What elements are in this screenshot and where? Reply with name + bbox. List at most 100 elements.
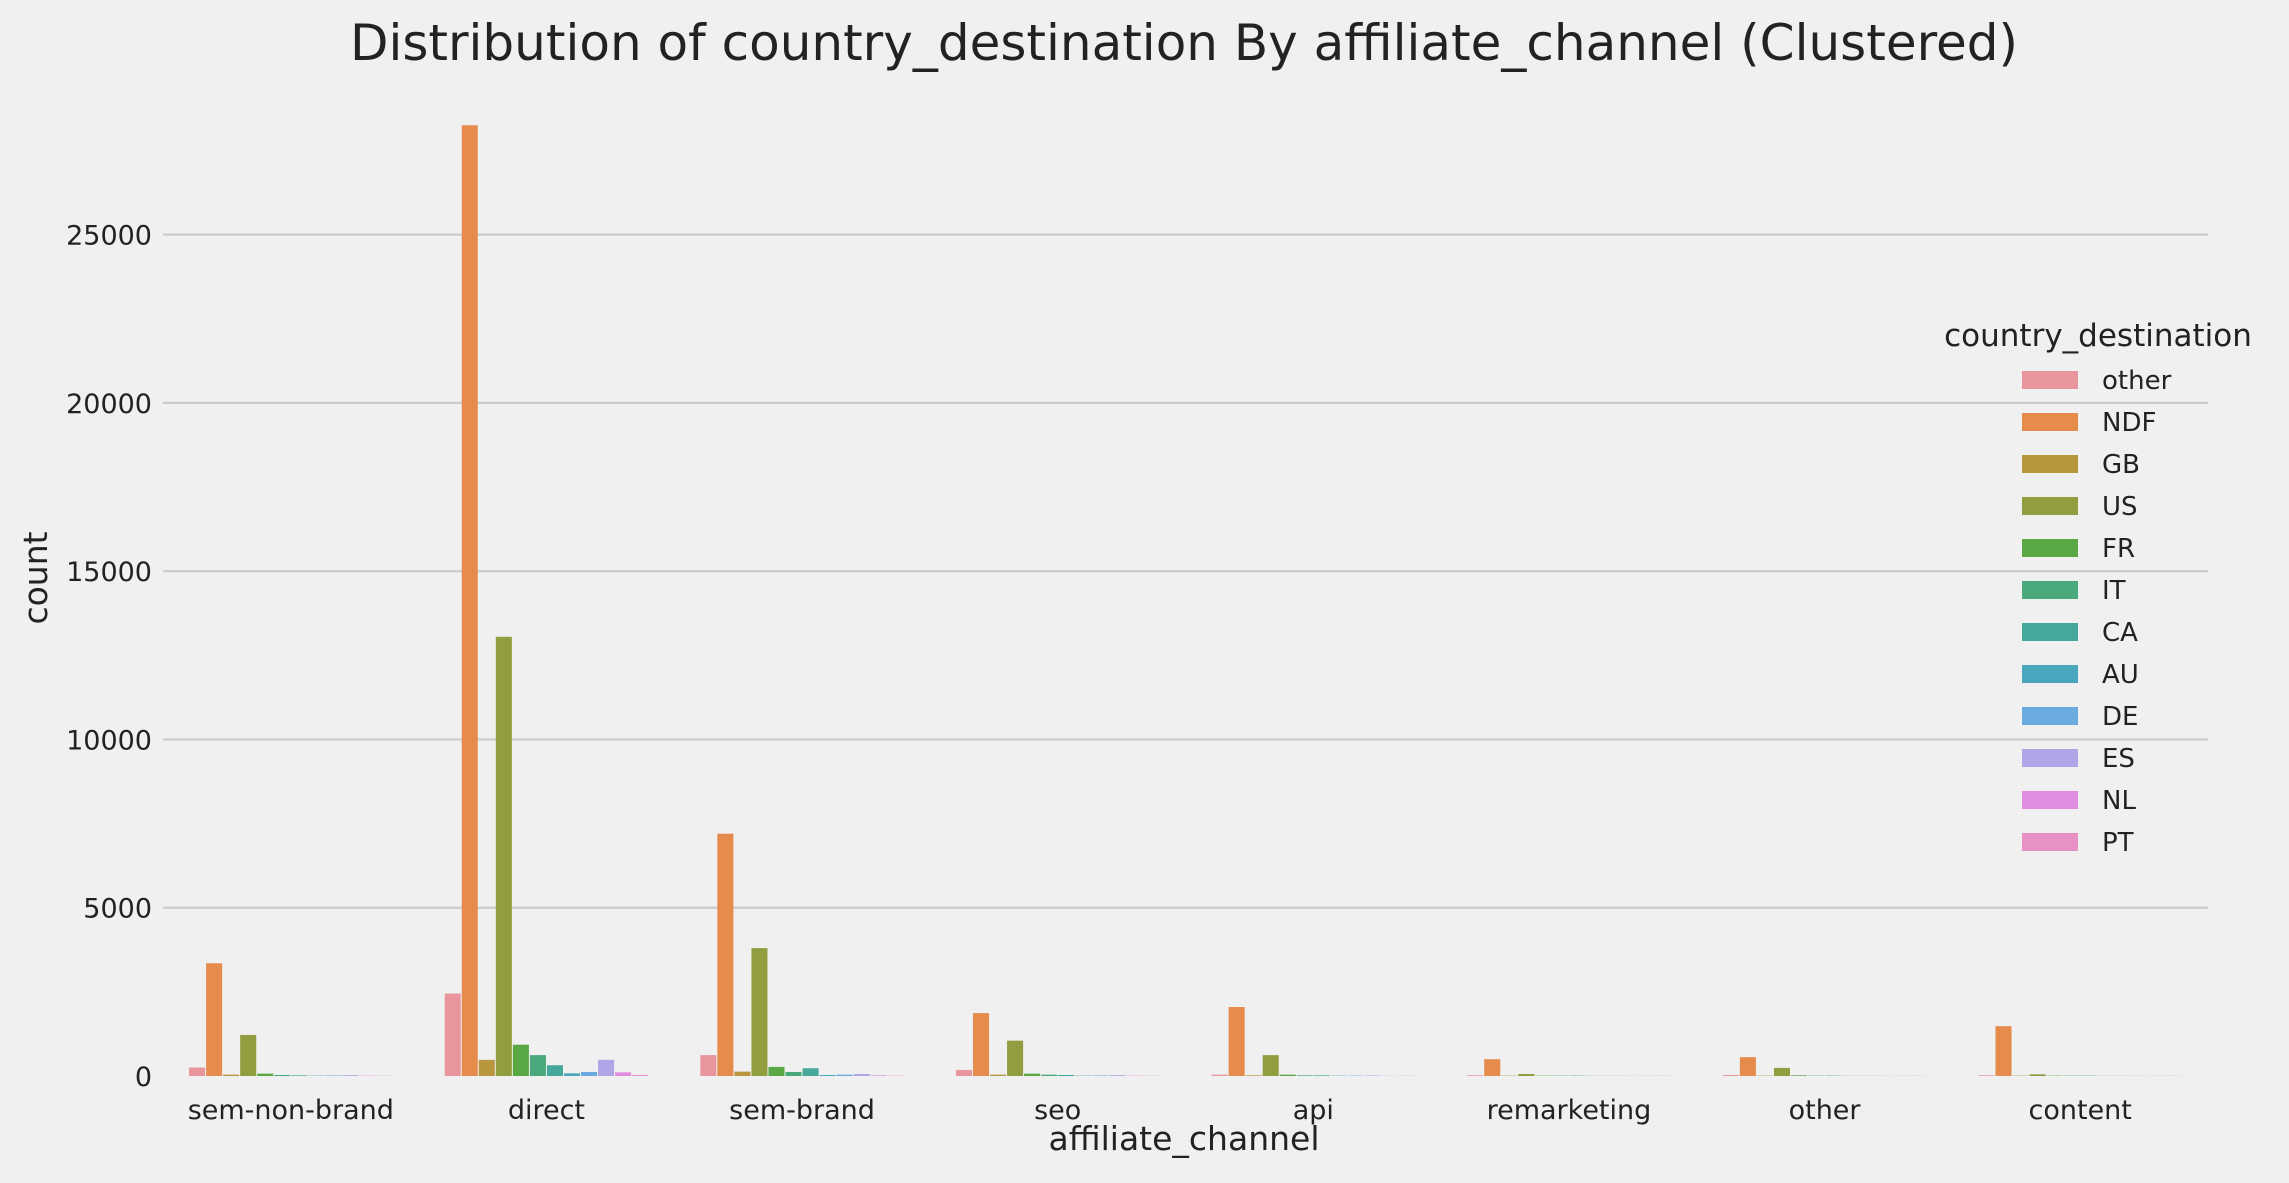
- bar-NDF-seo: [973, 1013, 989, 1076]
- bar-US-seo: [1007, 1041, 1023, 1076]
- legend-item: GB: [2022, 450, 2140, 480]
- legend-swatch: [2022, 707, 2078, 725]
- bar-AU-sem-brand: [820, 1075, 836, 1076]
- bar-ES-api: [1365, 1075, 1381, 1076]
- legend-swatch: [2022, 623, 2078, 641]
- legend-item: CA: [2022, 618, 2138, 648]
- bar-FR-seo: [1024, 1074, 1040, 1076]
- legend-item: US: [2022, 492, 2138, 522]
- bar-ES-seo: [1109, 1075, 1125, 1076]
- legend-swatch: [2022, 581, 2078, 599]
- bar-GB-seo: [990, 1075, 1006, 1076]
- bar-other-api: [1212, 1075, 1228, 1076]
- bar-other-sem-brand: [700, 1055, 716, 1076]
- bar-IT-sem-non-brand: [274, 1075, 290, 1076]
- chart-title: Distribution of country_destination By a…: [350, 14, 2018, 72]
- bar-FR-api: [1280, 1075, 1296, 1076]
- legend-swatch: [2022, 665, 2078, 683]
- y-axis-label: count: [16, 531, 55, 624]
- legend-label: AU: [2102, 660, 2139, 690]
- legend-swatch: [2022, 833, 2078, 851]
- bar-US-direct: [496, 637, 512, 1076]
- bar-US-sem-brand: [751, 948, 767, 1076]
- x-tick-label: direct: [508, 1095, 585, 1126]
- bar-AU-direct: [564, 1073, 580, 1076]
- legend-item: ES: [2022, 744, 2135, 774]
- bar-IT-api: [1297, 1075, 1313, 1076]
- legend-title: country_destination: [1944, 318, 2252, 354]
- bar-ES-sem-non-brand: [342, 1075, 358, 1076]
- x-tick-label: sem-brand: [729, 1095, 875, 1126]
- legend-swatch: [2022, 371, 2078, 389]
- bar-CA-sem-non-brand: [291, 1075, 307, 1076]
- legend-label: GB: [2102, 450, 2140, 480]
- bar-NDF-direct: [462, 125, 478, 1076]
- bar-other-sem-non-brand: [189, 1068, 205, 1076]
- bar-NDF-api: [1229, 1007, 1245, 1076]
- bar-CA-seo: [1058, 1075, 1074, 1076]
- bar-US-other: [1774, 1068, 1790, 1076]
- legend-item: DE: [2022, 702, 2138, 732]
- bar-GB-direct: [479, 1060, 495, 1076]
- bar-DE-seo: [1092, 1075, 1108, 1076]
- x-tick-label: other: [1789, 1095, 1862, 1126]
- legend-item: NDF: [2022, 408, 2156, 438]
- legend: country_destination other NDF GB US FR IT CA AU…: [1944, 318, 2252, 858]
- legend-item: NL: [2022, 786, 2136, 816]
- bar-GB-api: [1246, 1075, 1262, 1076]
- legend-label: ES: [2102, 744, 2135, 774]
- bar-FR-direct: [513, 1045, 529, 1076]
- legend-label: DE: [2102, 702, 2138, 732]
- bar-other-content: [1978, 1075, 1994, 1076]
- y-tick-label: 25000: [66, 221, 152, 252]
- bar-NDF-content: [1995, 1026, 2011, 1076]
- legend-swatch: [2022, 791, 2078, 809]
- legend-label: NDF: [2102, 408, 2156, 438]
- legend-label: CA: [2102, 618, 2138, 648]
- y-tick-label: 5000: [83, 894, 152, 925]
- bar-FR-sem-brand: [768, 1067, 784, 1076]
- bar-NDF-other: [1740, 1057, 1756, 1076]
- legend-item: PT: [2022, 828, 2134, 858]
- y-tick-label: 20000: [66, 389, 152, 420]
- bar-other-direct: [445, 994, 461, 1076]
- legend-item: AU: [2022, 660, 2139, 690]
- bar-NL-direct: [615, 1072, 631, 1076]
- y-tick-labels: 0 5000 10000 15000 20000 25000: [66, 221, 152, 1093]
- bar-GB-sem-non-brand: [223, 1075, 239, 1076]
- legend-swatch: [2022, 539, 2078, 557]
- bar-NL-sem-brand: [871, 1075, 887, 1076]
- bar-GB-sem-brand: [734, 1072, 750, 1076]
- bar-ES-sem-brand: [854, 1074, 870, 1076]
- legend-item: IT: [2022, 576, 2126, 606]
- x-tick-label: sem-non-brand: [188, 1095, 394, 1126]
- legend-item: FR: [2022, 534, 2135, 564]
- bar-US-api: [1263, 1055, 1279, 1076]
- legend-label: IT: [2102, 576, 2126, 606]
- legend-swatch: [2022, 497, 2078, 515]
- bars: [189, 125, 2182, 1076]
- legend-label: other: [2102, 366, 2172, 396]
- bar-CA-sem-brand: [803, 1068, 819, 1076]
- bar-NDF-sem-brand: [717, 834, 733, 1076]
- bar-ES-direct: [598, 1060, 614, 1076]
- legend-swatch: [2022, 749, 2078, 767]
- bar-US-content: [2030, 1074, 2046, 1076]
- bar-IT-direct: [530, 1055, 546, 1076]
- bar-NDF-remarketing: [1484, 1059, 1500, 1076]
- legend-items: other NDF GB US FR IT CA AU DE ES NL PT: [2022, 366, 2172, 858]
- legend-swatch: [2022, 455, 2078, 473]
- bar-NDF-sem-non-brand: [206, 963, 222, 1076]
- y-tick-label: 15000: [66, 557, 152, 588]
- bar-DE-sem-non-brand: [325, 1075, 341, 1076]
- x-tick-label: content: [2029, 1095, 2132, 1126]
- legend-swatch: [2022, 413, 2078, 431]
- legend-label: PT: [2102, 828, 2134, 858]
- y-tick-label: 10000: [66, 725, 152, 756]
- bar-US-remarketing: [1518, 1074, 1534, 1076]
- y-tick-label: 0: [135, 1062, 152, 1093]
- bar-DE-direct: [581, 1072, 597, 1076]
- bar-DE-sem-brand: [837, 1075, 853, 1076]
